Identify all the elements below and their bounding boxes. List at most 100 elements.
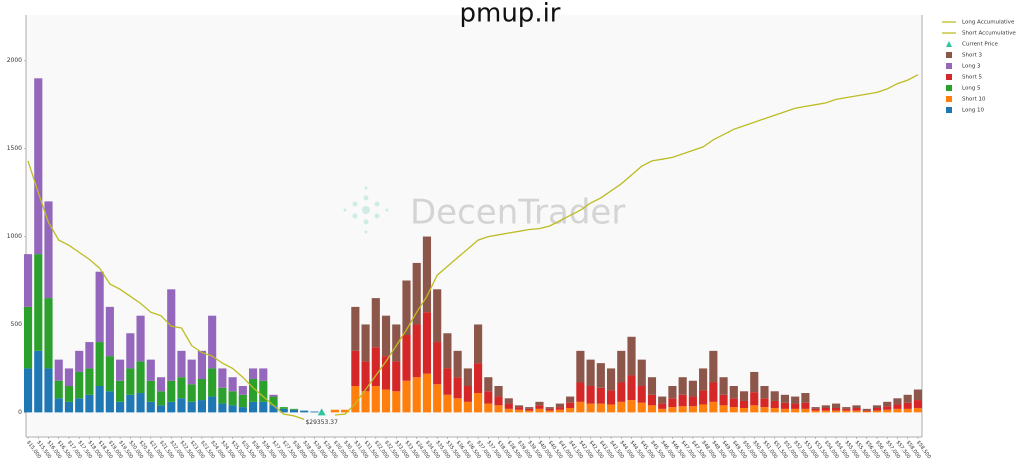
bar [699,368,708,391]
bar [116,359,125,381]
bar [433,289,442,343]
bar [484,391,493,404]
bar [54,380,63,399]
legend-label: Short 5 [962,75,983,81]
current-price-label: $29353.37 [305,419,338,426]
bar [739,407,749,413]
bar [719,377,728,395]
bar [903,408,912,413]
bar [893,404,902,409]
bar [64,386,74,402]
bar [351,306,360,351]
bar [402,335,411,381]
bar [126,394,135,413]
bar [739,391,749,401]
bar [832,410,841,413]
bar [453,377,462,399]
bar [893,408,902,413]
bar [75,350,84,372]
y-tick-label: 1500 [7,145,22,152]
bar [310,411,319,413]
bar [167,289,176,381]
bar [126,333,135,369]
y-tick-label: 2000 [7,57,22,64]
bar [412,377,421,413]
bar [617,350,626,383]
bar [770,400,779,408]
bar [136,393,145,413]
bar [269,396,278,406]
bar [54,359,63,381]
bar [453,398,462,413]
bar [381,356,391,390]
bar [647,405,657,413]
watermark: DecenTrader [410,193,625,233]
bar [484,377,493,392]
bar [187,384,196,402]
bar [668,407,677,413]
bar [361,391,370,413]
bar [105,306,114,357]
bar [300,410,309,413]
bar [566,396,575,403]
bar [637,386,646,403]
legend-swatch [946,41,952,47]
bar [381,315,391,357]
bar [596,387,605,404]
bar [688,396,697,407]
bar [760,386,769,399]
bar [872,410,882,413]
bar [576,382,585,402]
bar [54,398,63,413]
bar [750,371,759,393]
bar [514,405,524,408]
legend-label: Short Accumulative [962,31,1016,37]
bar [392,361,401,392]
bar [443,368,452,395]
bar [780,402,790,409]
bar [821,405,830,408]
bar [821,410,830,413]
bar [627,400,636,413]
legend-label: Short 10 [962,97,986,103]
bar [392,324,401,362]
bar [688,380,697,397]
bar [116,401,125,413]
bar [719,405,728,413]
bar [555,407,564,410]
bar [44,298,53,369]
bar [586,359,595,387]
bar [494,386,503,397]
bar [494,405,503,413]
bar [289,409,299,413]
bar [566,402,575,408]
bar [627,336,636,376]
bar [34,254,43,351]
bar [177,398,186,413]
bar [187,359,196,385]
bar [146,359,155,381]
bar [658,408,667,413]
bar [23,306,33,369]
bar [197,378,206,401]
bar [44,201,53,299]
bar [617,382,626,402]
bar [913,389,922,401]
bar [23,254,33,307]
bar [177,350,186,378]
bar [187,401,196,413]
bar [463,401,472,413]
y-tick-label: 1000 [7,233,22,240]
bar [545,410,554,413]
bar [913,407,922,413]
bar [75,398,84,413]
bar [586,403,595,413]
bar [156,377,166,392]
bar [525,408,534,411]
bar [750,392,759,406]
bar [627,375,636,401]
bar [208,368,217,397]
bar [146,401,155,413]
bar [821,407,830,411]
bar [709,401,718,413]
